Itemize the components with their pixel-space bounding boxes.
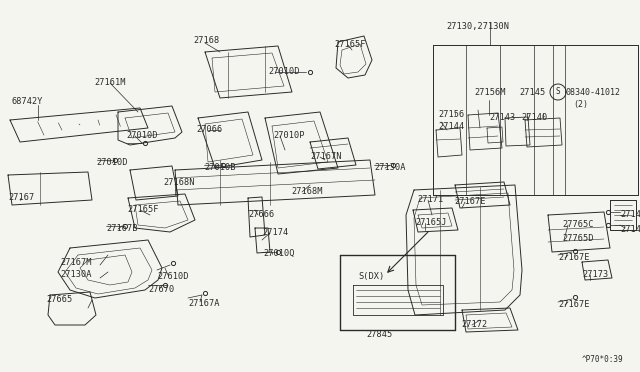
Text: 27171: 27171 (417, 195, 444, 204)
Text: 27010D: 27010D (96, 158, 127, 167)
Text: S(DX): S(DX) (358, 272, 384, 281)
Text: 27168: 27168 (193, 36, 220, 45)
Text: 27845: 27845 (366, 330, 392, 339)
Text: 27174: 27174 (262, 228, 288, 237)
Text: 27167A: 27167A (188, 299, 220, 308)
Text: 27167E: 27167E (558, 300, 589, 309)
Text: 27167N: 27167N (310, 152, 342, 161)
Text: 27130A: 27130A (374, 163, 406, 172)
Text: 27165F: 27165F (127, 205, 159, 214)
Text: 27130A: 27130A (60, 270, 92, 279)
Text: 27665: 27665 (46, 295, 72, 304)
Text: 27610D: 27610D (157, 272, 189, 281)
Text: 27168N: 27168N (163, 178, 195, 187)
Text: 27168M: 27168M (291, 187, 323, 196)
Text: S: S (556, 87, 560, 96)
Text: 27167: 27167 (8, 193, 35, 202)
Text: 27167E: 27167E (454, 197, 486, 206)
Text: 27010B: 27010B (204, 163, 236, 172)
Text: 27146: 27146 (620, 210, 640, 219)
Text: 27140: 27140 (521, 113, 547, 122)
Text: 27010P: 27010P (273, 131, 305, 140)
Text: 27143: 27143 (489, 113, 515, 122)
Text: 27010Q: 27010Q (263, 249, 294, 258)
Text: 27145: 27145 (519, 88, 545, 97)
Text: 27765C: 27765C (562, 220, 593, 229)
Text: 27167E: 27167E (558, 253, 589, 262)
Text: 27010D: 27010D (268, 67, 300, 76)
Text: 27130,27130N: 27130,27130N (446, 22, 509, 31)
Text: 27167B: 27167B (106, 224, 138, 233)
Text: 27066: 27066 (196, 125, 222, 134)
Text: ^P70*0:39: ^P70*0:39 (582, 355, 623, 364)
Text: 27173: 27173 (582, 270, 608, 279)
Text: 27010D: 27010D (126, 131, 157, 140)
Text: 27666: 27666 (248, 210, 275, 219)
Text: 27156M: 27156M (474, 88, 506, 97)
Text: 27165F: 27165F (334, 40, 365, 49)
Text: 27144: 27144 (438, 122, 464, 131)
Text: (2): (2) (573, 100, 588, 109)
Text: 08340-41012: 08340-41012 (565, 88, 620, 97)
Text: 68742Y: 68742Y (12, 97, 44, 106)
Text: 27765D: 27765D (562, 234, 593, 243)
Text: 27167M: 27167M (60, 258, 92, 267)
Text: 27165J: 27165J (415, 218, 447, 227)
Text: 27172: 27172 (461, 320, 487, 329)
Text: 27161M: 27161M (94, 78, 125, 87)
Text: 27156: 27156 (438, 110, 464, 119)
Text: 27146: 27146 (620, 225, 640, 234)
Text: 27670: 27670 (148, 285, 174, 294)
